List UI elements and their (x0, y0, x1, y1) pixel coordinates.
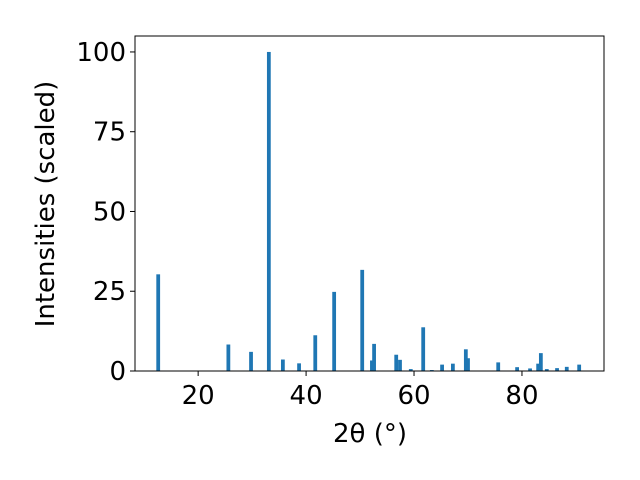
bar (544, 369, 549, 371)
x-axis-label: 2θ (°) (333, 419, 407, 449)
x-tick-label: 80 (505, 381, 538, 411)
x-tick-label: 60 (397, 381, 430, 411)
bar (394, 354, 399, 371)
bar (408, 369, 413, 371)
bar (156, 274, 161, 371)
x-tick-label: 40 (290, 381, 323, 411)
bar (266, 51, 271, 371)
bar (370, 360, 374, 371)
bar (249, 351, 253, 371)
bar (463, 349, 468, 371)
bar (466, 358, 470, 371)
bar (536, 363, 541, 371)
plot-frame (134, 35, 605, 372)
bar (440, 364, 444, 371)
y-axis-label: Intensities (scaled) (31, 81, 61, 328)
bar (421, 327, 426, 371)
bar (555, 368, 559, 371)
y-tick-label: 25 (93, 277, 126, 307)
bar (360, 269, 365, 371)
y-tick-label: 75 (93, 118, 126, 148)
bar (280, 359, 285, 371)
bar (564, 366, 569, 371)
bar (538, 353, 543, 371)
bar (496, 362, 501, 371)
bar (313, 335, 318, 371)
bar (372, 343, 376, 371)
bar (515, 367, 519, 371)
bar (528, 368, 532, 371)
y-tick-label: 0 (109, 357, 126, 387)
bar (332, 291, 337, 371)
y-tick-label: 100 (76, 38, 126, 68)
x-tick-label: 20 (182, 381, 215, 411)
bar (297, 363, 301, 371)
bar (398, 359, 402, 371)
bar (450, 363, 455, 371)
y-tick-label: 50 (93, 197, 126, 227)
bar (577, 364, 582, 371)
bar (226, 344, 231, 371)
